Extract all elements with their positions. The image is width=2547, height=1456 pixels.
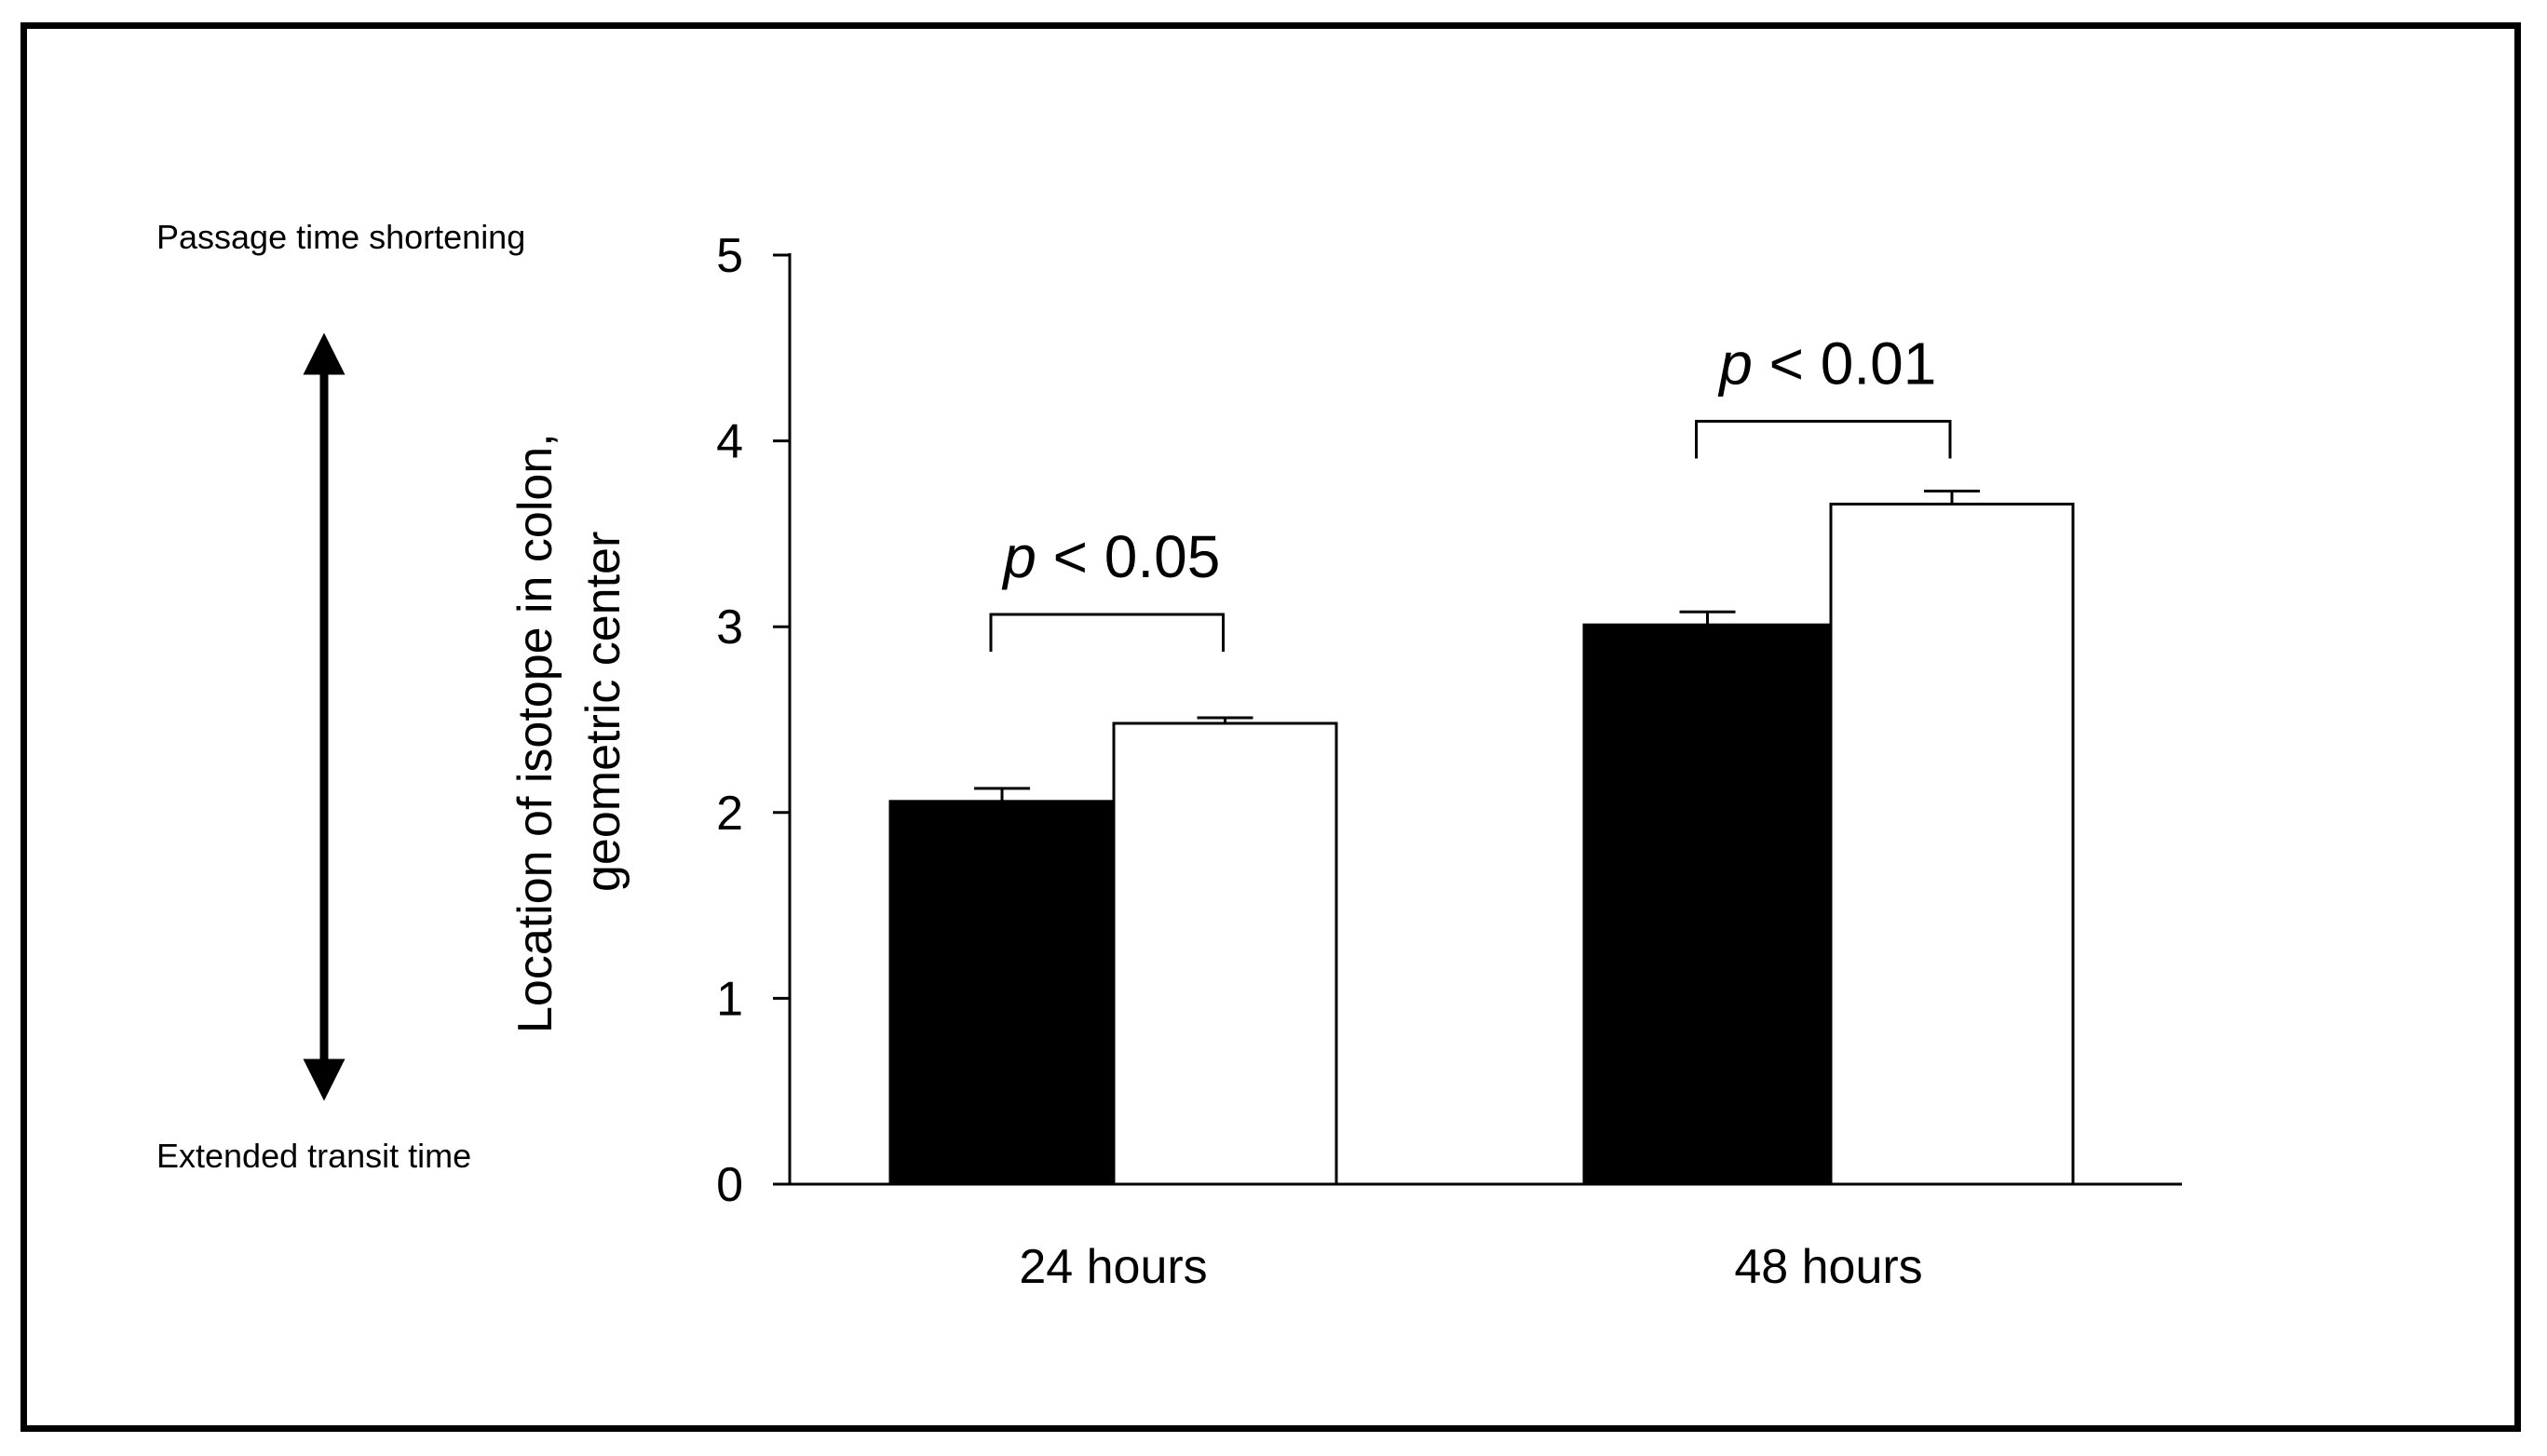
bar-black-0 bbox=[888, 800, 1116, 1186]
y-tick-label: 5 bbox=[716, 229, 743, 283]
p-symbol: p bbox=[1001, 523, 1036, 590]
bar-white-0 bbox=[1112, 721, 1338, 1186]
category-labels: 24 hours 48 hours bbox=[1019, 1240, 1922, 1294]
y-axis-title-line-2: geometric center bbox=[576, 532, 630, 892]
extended-transit-time-label: Extended transit time bbox=[156, 1137, 471, 1175]
bar-black-1 bbox=[1582, 623, 1833, 1186]
error-bars-group bbox=[974, 489, 1980, 802]
p-symbol: p bbox=[1717, 330, 1753, 397]
significance-label: p < 0.05 bbox=[1001, 523, 1220, 590]
significance-bracket bbox=[989, 613, 1225, 653]
y-axis-ticks: 0 1 2 3 4 5 bbox=[716, 229, 790, 1212]
category-label: 48 hours bbox=[1734, 1240, 1922, 1294]
y-tick-label: 1 bbox=[716, 972, 743, 1026]
passage-time-shortening-label: Passage time shortening bbox=[156, 218, 525, 256]
y-tick-label: 2 bbox=[716, 787, 743, 841]
p-threshold: < 0.01 bbox=[1753, 330, 1937, 397]
y-tick-label: 3 bbox=[716, 600, 743, 654]
bars-group bbox=[888, 502, 2075, 1186]
p-threshold: < 0.05 bbox=[1036, 523, 1221, 590]
bar-white-1 bbox=[1829, 502, 2075, 1186]
significance-label: p < 0.01 bbox=[1717, 330, 1936, 397]
significance-group: p < 0.05p < 0.01 bbox=[989, 330, 1952, 653]
significance-bracket bbox=[1695, 419, 1952, 459]
y-axis-title-line-1: Location of isotope in colon, bbox=[508, 433, 562, 1033]
y-tick-label: 4 bbox=[716, 415, 743, 469]
y-tick-label: 0 bbox=[716, 1158, 743, 1212]
category-label: 24 hours bbox=[1019, 1240, 1207, 1294]
